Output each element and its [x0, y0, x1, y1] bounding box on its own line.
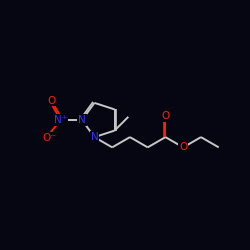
Text: N⁺: N⁺ — [54, 115, 68, 125]
Text: O: O — [179, 142, 187, 152]
Text: O: O — [48, 96, 56, 106]
Text: N: N — [78, 115, 86, 125]
Text: O: O — [161, 111, 170, 121]
Text: O⁻: O⁻ — [43, 133, 56, 143]
Text: N: N — [90, 132, 98, 142]
